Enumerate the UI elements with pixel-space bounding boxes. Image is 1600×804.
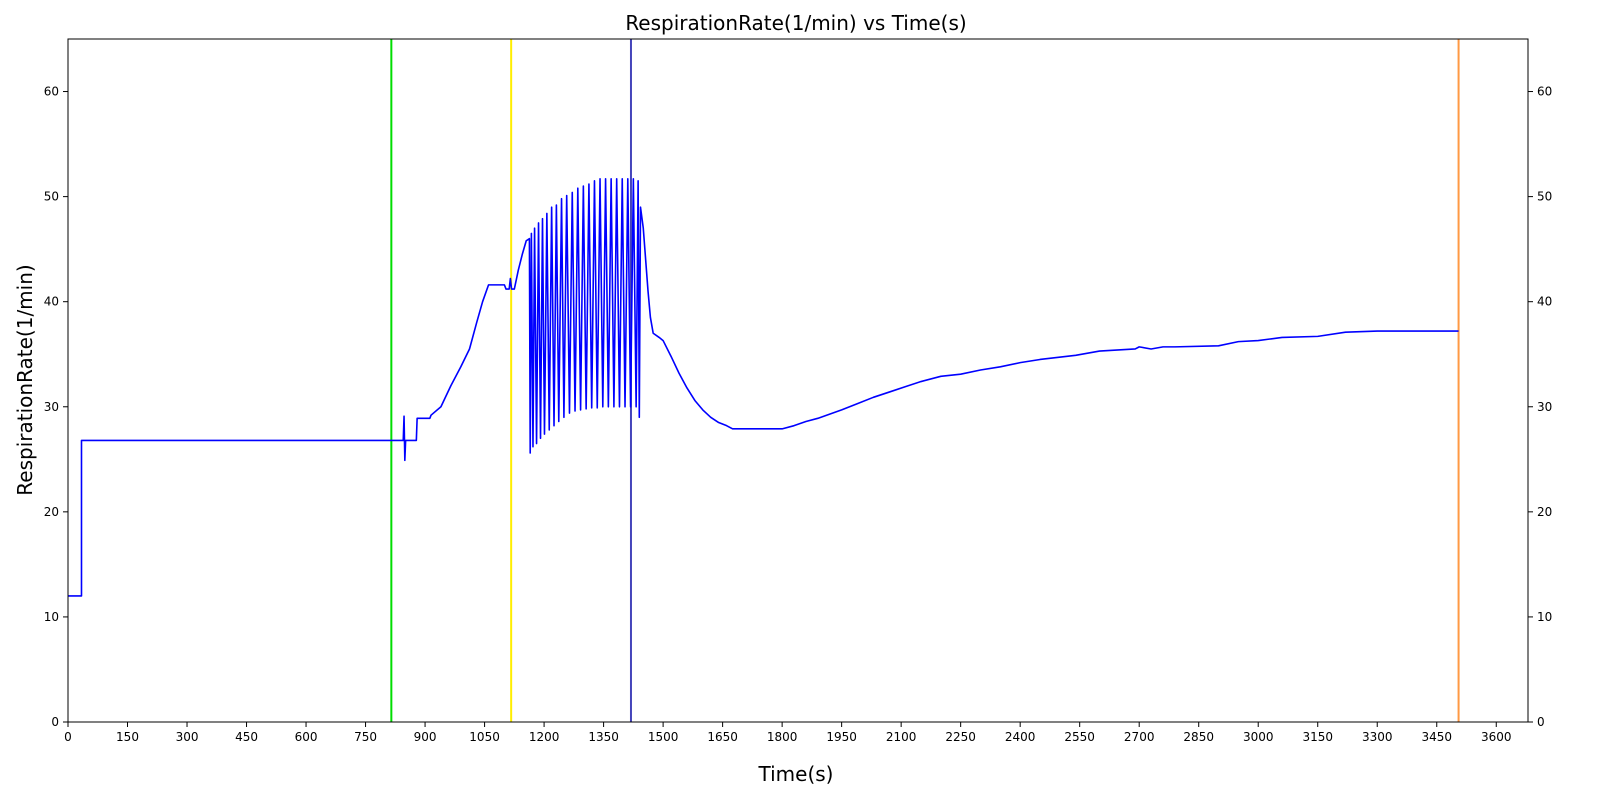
x-axis-label: Time(s) [758,762,834,786]
x-tick-label: 1800 [767,730,798,744]
x-tick-label: 3150 [1302,730,1333,744]
x-tick-label: 3000 [1243,730,1274,744]
y-tick-label-left: 10 [44,610,59,624]
y-tick-label-left: 30 [44,400,59,414]
x-tick-label: 300 [176,730,199,744]
x-tick-label: 2400 [1005,730,1036,744]
plot-area: 0 150 300 450 600 750 900 1050 1200 1350 1500 1650 1… [44,38,1552,744]
y-tick-label-left: 0 [51,715,59,729]
y-tick-label-left: 50 [44,190,59,204]
x-tick-label: 2250 [945,730,976,744]
y-tick-label-left: 60 [44,85,59,99]
plot-frame [67,38,1529,723]
x-tick-label: 2850 [1183,730,1214,744]
chart-title: RespirationRate(1/min) vs Time(s) [625,11,966,35]
x-tick-label: 150 [116,730,139,744]
x-tick-label: 1500 [648,730,679,744]
y-tick-label-right: 0 [1537,715,1545,729]
series-line-1 [68,177,1459,597]
x-tick-label: 900 [414,730,437,744]
x-tick-label: 2700 [1124,730,1155,744]
x-tick-label: 450 [235,730,258,744]
y-tick-label-right: 50 [1537,190,1552,204]
y-tick-label-left: 40 [44,295,59,309]
y-axis-label: RespirationRate(1/min) [13,264,37,495]
x-tick-label: 3300 [1362,730,1393,744]
x-tick-label: 1050 [469,730,500,744]
x-tick-label: 3600 [1481,730,1512,744]
y-tick-label-right: 20 [1537,505,1552,519]
y-tick-label-right: 30 [1537,400,1552,414]
x-tick-label: 1950 [826,730,857,744]
y-tick-label-right: 60 [1537,85,1552,99]
x-tick-label: 750 [354,730,377,744]
x-tick-label: 1650 [707,730,738,744]
x-tick-label: 600 [295,730,318,744]
x-tick-label: 2550 [1064,730,1095,744]
x-tick-label: 1350 [588,730,619,744]
y-tick-label-left: 20 [44,505,59,519]
x-tick-label: 3450 [1421,730,1452,744]
x-tick-label: 0 [64,730,72,744]
y-tick-label-right: 10 [1537,610,1552,624]
y-tick-label-right: 40 [1537,295,1552,309]
x-tick-label: 1200 [529,730,560,744]
x-tick-label: 2100 [886,730,917,744]
